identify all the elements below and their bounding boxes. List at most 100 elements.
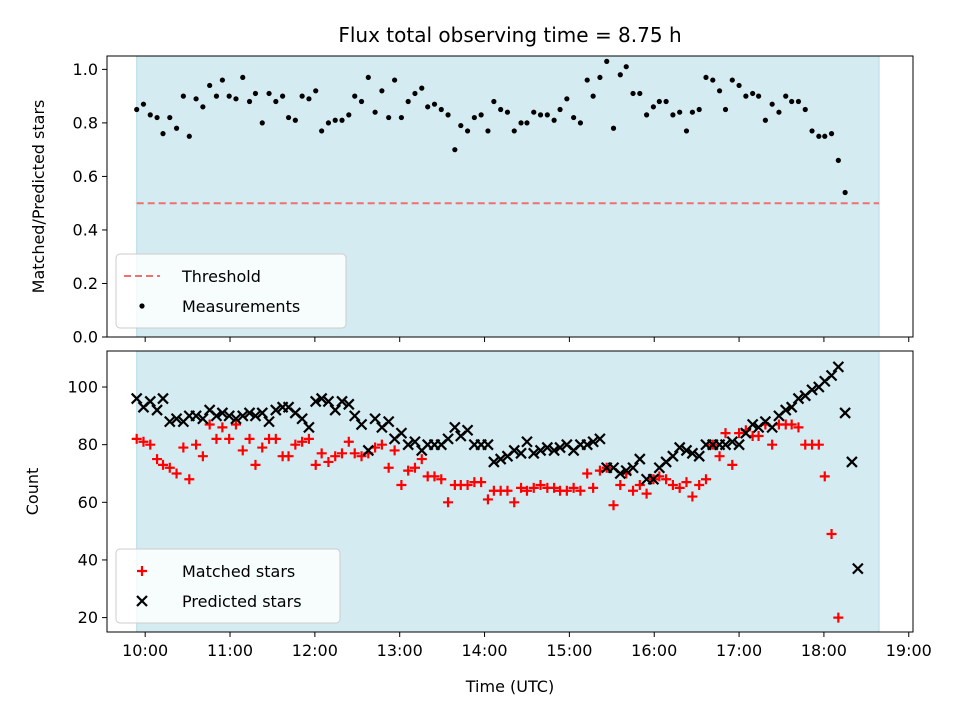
data-point xyxy=(369,412,381,425)
data-point xyxy=(409,462,420,473)
data-point xyxy=(211,433,222,444)
data-point xyxy=(663,98,669,105)
data-point xyxy=(356,451,367,462)
data-point xyxy=(604,58,610,64)
series-measurements xyxy=(134,58,848,196)
data-point xyxy=(329,404,342,416)
data-point xyxy=(464,128,471,134)
data-point xyxy=(498,106,504,113)
y-tick-label: 100 xyxy=(67,378,98,397)
data-point xyxy=(551,117,557,123)
data-point xyxy=(515,447,527,460)
data-point xyxy=(379,88,385,94)
data-point xyxy=(249,410,262,422)
data-point xyxy=(322,395,335,408)
data-point xyxy=(623,64,629,70)
data-point xyxy=(319,128,325,134)
data-point xyxy=(720,428,731,439)
data-point xyxy=(237,445,248,456)
data-point xyxy=(482,494,493,505)
data-point xyxy=(617,72,623,78)
data-point xyxy=(686,447,699,460)
data-point xyxy=(833,612,844,623)
data-point xyxy=(216,407,229,419)
data-point xyxy=(783,93,789,99)
data-point xyxy=(511,128,517,134)
data-point xyxy=(303,421,315,434)
data-point xyxy=(297,436,308,447)
data-point xyxy=(151,404,163,416)
data-point xyxy=(802,106,808,113)
data-point xyxy=(412,90,418,97)
data-point xyxy=(315,392,328,405)
data-point xyxy=(471,114,477,121)
data-point xyxy=(482,438,494,451)
data-point xyxy=(610,125,617,131)
data-point xyxy=(204,419,215,430)
data-point xyxy=(767,439,778,450)
data-point xyxy=(259,120,265,126)
data-point xyxy=(681,477,692,488)
data-point xyxy=(832,361,845,373)
data-point xyxy=(372,109,378,115)
y-tick-label: 0.4 xyxy=(73,220,98,239)
data-point xyxy=(674,482,685,493)
legend-box xyxy=(115,548,341,624)
data-point xyxy=(852,562,864,575)
data-point xyxy=(537,112,544,118)
data-point xyxy=(816,133,822,139)
legend: Threshold Measurements xyxy=(115,253,347,329)
x-tick-label: 13:00 xyxy=(377,641,423,660)
data-point xyxy=(256,407,269,419)
data-point xyxy=(449,421,461,434)
data-point xyxy=(157,459,168,470)
data-point xyxy=(750,90,756,97)
data-point xyxy=(246,98,253,105)
data-point xyxy=(557,106,563,113)
data-point xyxy=(425,104,431,110)
data-point xyxy=(207,82,213,89)
data-point xyxy=(733,438,745,451)
data-point xyxy=(309,395,322,408)
data-point xyxy=(332,117,338,123)
data-point xyxy=(793,422,804,433)
data-point xyxy=(561,485,572,496)
data-point xyxy=(564,96,570,102)
data-point xyxy=(667,480,678,491)
data-point xyxy=(628,485,639,496)
data-point xyxy=(842,189,848,196)
data-point xyxy=(336,395,348,408)
x-tick-label: 15:00 xyxy=(546,641,592,660)
data-point xyxy=(528,482,539,493)
data-point xyxy=(597,74,603,81)
legend-label: Measurements xyxy=(182,297,300,316)
x-tick-label: 16:00 xyxy=(631,641,677,660)
data-point xyxy=(703,74,709,81)
data-point xyxy=(575,485,586,496)
data-point xyxy=(200,104,206,110)
data-point xyxy=(343,398,355,411)
data-point xyxy=(134,106,140,113)
data-point xyxy=(323,456,334,467)
data-point xyxy=(376,439,387,450)
data-point xyxy=(494,453,507,465)
data-point xyxy=(325,120,332,126)
data-point xyxy=(167,114,173,121)
data-point xyxy=(186,133,192,139)
data-point xyxy=(131,433,142,444)
y-tick-label: 0.2 xyxy=(73,274,98,293)
data-point xyxy=(524,120,530,126)
data-point xyxy=(568,482,579,493)
data-point xyxy=(224,433,235,444)
data-point xyxy=(518,120,524,126)
y-tick-label: 0.6 xyxy=(73,167,98,186)
data-point xyxy=(219,77,225,83)
data-point xyxy=(443,497,454,508)
data-point xyxy=(316,448,327,459)
data-point xyxy=(270,433,281,444)
x-tick-label: 19:00 xyxy=(886,641,932,660)
data-point xyxy=(762,117,768,123)
legend-label: Predicted stars xyxy=(182,592,302,611)
x-tick-label: 11:00 xyxy=(207,641,253,660)
